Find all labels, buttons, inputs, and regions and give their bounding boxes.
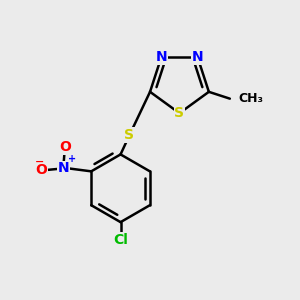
- Text: O: O: [35, 163, 47, 177]
- Text: +: +: [68, 154, 76, 164]
- Text: S: S: [124, 128, 134, 142]
- Text: N: N: [192, 50, 203, 64]
- Text: −: −: [34, 157, 44, 166]
- Text: O: O: [59, 140, 71, 154]
- Text: S: S: [174, 106, 184, 120]
- Text: N: N: [155, 50, 167, 64]
- Text: CH₃: CH₃: [239, 92, 264, 105]
- Text: Cl: Cl: [113, 233, 128, 247]
- Text: N: N: [57, 161, 69, 176]
